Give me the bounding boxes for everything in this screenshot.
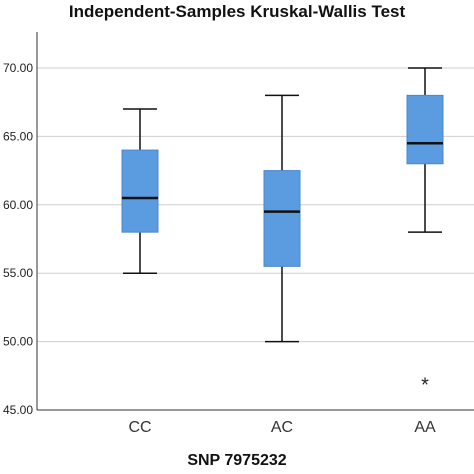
iqr-box	[263, 170, 301, 267]
iqr-box	[406, 94, 444, 165]
y-tick-label: 70.00	[3, 61, 33, 75]
iqr-box	[121, 149, 159, 233]
x-tick-label: CC	[128, 419, 151, 436]
outlier-marker: *	[421, 375, 429, 397]
box-cc	[121, 108, 159, 274]
y-tick-label: 60.00	[3, 198, 33, 212]
axes	[36, 32, 474, 411]
x-tick-label: AC	[271, 419, 293, 436]
y-tick-label: 50.00	[3, 335, 33, 349]
chart-title: Independent-Samples Kruskal-Wallis Test	[68, 2, 406, 21]
x-axis-label: SNP 7975232	[187, 452, 287, 469]
y-tick-label: 45.00	[3, 403, 33, 417]
box-ac	[263, 94, 301, 343]
y-tick-label: 55.00	[3, 266, 33, 280]
y-tick-label: 65.00	[3, 129, 33, 143]
x-tick-label: AA	[414, 419, 436, 436]
box-series: *	[121, 67, 444, 397]
x-tick-labels: CC AC AA	[128, 419, 436, 436]
box-aa: *	[406, 67, 444, 397]
y-tick-labels: 45.00 50.00 55.00 60.00 65.00 70.00	[3, 61, 33, 417]
